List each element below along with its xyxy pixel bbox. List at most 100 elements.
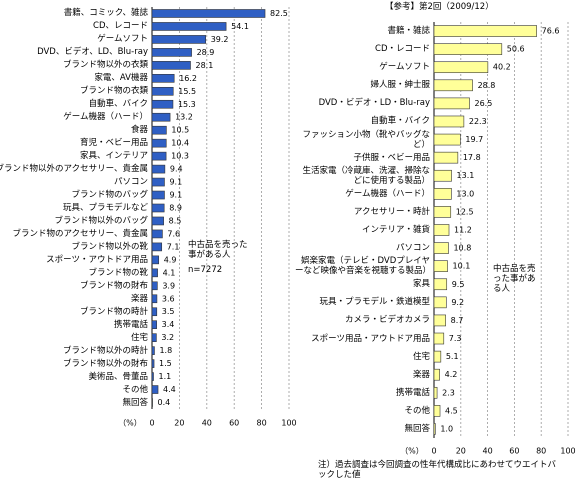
category-label: ファッション小物（靴やバッグなど）: [302, 129, 430, 150]
bar: [151, 35, 207, 44]
category-label: ブランド物以外の財布: [62, 358, 148, 369]
value-label: 16.2: [179, 74, 197, 83]
category-label: ブランド物のバッグ: [71, 190, 148, 201]
x-axis-label: （%）: [118, 419, 142, 428]
category-label: 娯楽家電（テレビ・DVDプレイヤーなど映像や音楽を視聴する製品）: [295, 256, 432, 277]
bar: [151, 203, 165, 213]
bar: [151, 61, 191, 70]
bar: [433, 224, 450, 236]
value-label: 11.2: [454, 226, 472, 235]
bar: [433, 115, 465, 128]
category-label: ブランド物のアクセサリー、貴金属: [12, 228, 149, 239]
value-label: 13.0: [456, 189, 474, 198]
bar: [151, 320, 157, 330]
category-label: 美術品、骨董品: [88, 371, 148, 382]
x-tick-label: 100: [560, 447, 575, 456]
value-label: 1.5: [159, 359, 172, 368]
value-label: 13.2: [175, 113, 193, 122]
value-label: 40.2: [493, 63, 511, 72]
value-label: 8.9: [169, 204, 182, 213]
value-label: 54.1: [231, 22, 249, 31]
bar: [433, 43, 503, 55]
x-tick-label: 80: [257, 419, 267, 428]
value-label: 10.5: [171, 126, 189, 135]
value-label: 4.5: [445, 406, 458, 415]
category-label: スポーツ用品・アウトドア用品: [311, 333, 430, 344]
category-label: 婦人服・紳士服: [370, 80, 430, 91]
bar: [433, 278, 448, 291]
bar: [151, 268, 158, 278]
category-label: 無回答: [404, 423, 430, 434]
category-label: その他: [122, 384, 148, 395]
bar: [433, 296, 447, 309]
bar: [433, 332, 445, 345]
bar: [433, 386, 438, 399]
value-label: 26.5: [475, 99, 493, 108]
category-label: ブランド物の時計: [79, 306, 148, 317]
category-label: DVD・ビデオ・LD・Blu-ray: [318, 98, 430, 109]
chart-title: 【参考】第2回（2009/12）: [385, 2, 494, 12]
value-label: 9.4: [170, 165, 183, 174]
value-label: 3.4: [162, 320, 175, 329]
bar: [433, 188, 452, 200]
bar: [151, 372, 154, 381]
x-tick-label: 100: [281, 419, 296, 428]
value-label: 15.3: [178, 100, 196, 109]
category-label: 楽器: [412, 369, 430, 380]
bar: [151, 138, 167, 148]
bar: [433, 151, 459, 164]
category-label: 携帯電話: [113, 319, 148, 330]
bar: [433, 260, 448, 272]
category-label: ブランド物以外の時計: [62, 345, 148, 356]
category-label: ブランド物の靴: [88, 267, 148, 278]
category-label: 無回答: [122, 397, 148, 408]
value-label: 9.1: [169, 191, 182, 200]
bar: [433, 206, 452, 218]
bar: [433, 61, 489, 74]
bar: [433, 133, 461, 146]
category-label: カメラ・ビデオカメラ: [344, 315, 430, 326]
x-axis-label: （%）: [400, 447, 424, 456]
category-label: CD、レコード: [93, 21, 148, 32]
value-label: 4.4: [163, 385, 176, 394]
bar: [151, 333, 157, 342]
category-label: ブランド物以外の衣類: [62, 60, 148, 71]
category-label: ブランド物以外のバッグ: [54, 215, 148, 226]
category-label: 家電、AV機器: [94, 73, 148, 84]
value-label: 7.3: [449, 334, 462, 343]
category-label: 生活家電（冷蔵庫、洗濯、掃除などに使用する製品）: [302, 165, 430, 186]
bar: [151, 164, 166, 174]
bar: [151, 255, 160, 265]
value-label: 3.2: [161, 333, 174, 342]
category-label: ゲーム機器（ハード）: [63, 112, 148, 123]
category-label: 家具、インテリア: [79, 151, 148, 162]
category-label: 玩具・プラモデル・鉄道模型: [319, 297, 430, 308]
value-label: 10.1: [453, 262, 471, 271]
category-label: ゲームソフト: [97, 34, 148, 45]
value-label: 9.1: [169, 178, 182, 187]
category-label: 子供服・ベビー用品: [353, 152, 430, 163]
value-label: 13.1: [457, 171, 475, 180]
value-label: 28.9: [197, 48, 215, 57]
value-label: 28.1: [195, 61, 213, 70]
category-label: 書籍・雑誌: [387, 26, 430, 37]
value-label: 5.1: [446, 352, 459, 361]
category-label: ブランド物以外のアクセサリー、貴金属: [0, 164, 148, 175]
value-label: 17.8: [463, 153, 481, 162]
value-label: 9.2: [451, 298, 464, 307]
value-label: 19.7: [465, 135, 483, 144]
category-label: ゲーム機器（ハード）: [345, 188, 430, 199]
category-label: アクセサリー・時計: [353, 206, 430, 217]
bar: [151, 242, 163, 252]
value-label: 39.2: [211, 35, 229, 44]
bar: [433, 169, 452, 182]
x-tick-label: 80: [536, 447, 546, 456]
category-label: ブランド物の衣類: [79, 86, 148, 97]
bar: [151, 398, 153, 407]
category-label: DVD、ビデオ、LD、Blu-ray: [37, 47, 148, 58]
x-tick-label: 60: [509, 447, 519, 456]
value-label: 1.0: [440, 424, 453, 433]
value-label: 82.5: [270, 9, 288, 18]
